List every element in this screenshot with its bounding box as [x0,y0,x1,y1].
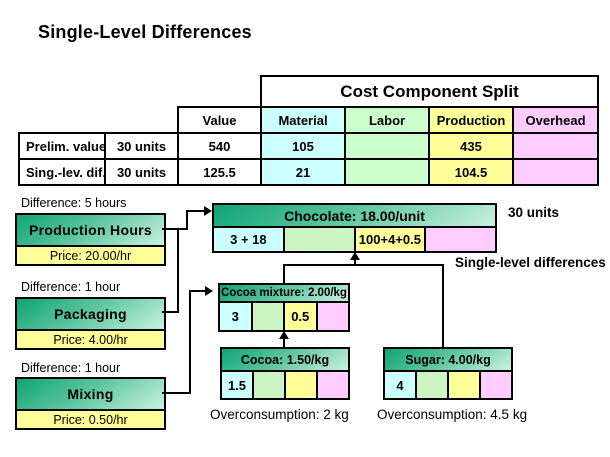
activity-box-mixing: Mixing Price: 0.50/hr [15,377,166,430]
cocoa-box: Cocoa: 1.50/kg 1.5 [220,347,350,400]
connector-chocolate-stem-v [354,259,356,266]
arrow-right-chocolate-icon [204,206,212,216]
cost-component-split-header: Cost Component Split [260,75,600,108]
chocolate-overhead-cell [426,228,495,251]
production-cell: 104.5 [428,158,515,186]
cocoa-mixture-labor-cell [252,303,285,330]
arrow-up-chocolate-icon [350,252,360,260]
labor-cell [344,158,431,186]
connector-cocoa-stem-v [283,339,285,348]
row-label: Sing.-lev. dif. [18,158,106,186]
sugar-production-cell [449,372,481,398]
connector-production-hours-v [186,210,188,230]
cocoa-overhead-cell [318,372,348,398]
table-row-single-level-dif: Sing.-lev. dif. 30 units 125.5 21 104.5 [18,158,600,186]
column-header-production: Production [428,106,515,134]
difference-label-mixing: Difference: 1 hour [21,361,121,375]
activity-box-packaging: Packaging Price: 4.00/hr [15,297,166,350]
value-cell: 540 [176,132,263,160]
material-cell: 105 [260,132,347,160]
arrow-right-cocoa-mixture-icon [205,286,213,296]
table-spacer [19,107,178,133]
activity-price: Price: 4.00/hr [17,331,164,348]
connector-bus-h [283,264,444,266]
cocoa-overconsumption-note: Overconsumption: 2 kg [210,407,349,422]
activity-price: Price: 0.50/hr [17,411,164,428]
connector-packaging-h [162,311,179,313]
cocoa-mixture-overhead-cell [317,303,348,330]
table-row-prelim-value: Prelim. value 30 units 540 105 435 [18,132,600,160]
labor-cell [344,132,431,160]
arrow-up-cocoa-mixture-icon [279,331,289,339]
sugar-box: Sugar: 4.00/kg 4 [383,347,513,400]
activity-box-production-hours: Production Hours Price: 20.00/hr [15,213,166,266]
chocolate-production-cell: 100+4+0.5 [355,228,427,251]
difference-label-packaging: Difference: 1 hour [21,280,121,294]
cocoa-mixture-material-cell: 3 [220,303,253,330]
connector-to-cocoa-mixture-h [189,290,206,292]
cost-component-table: Cost Component Split Value Material Labo… [18,75,600,186]
column-header-value: Value [176,106,263,134]
chocolate-material-cell: 3 + 18 [214,228,285,251]
cocoa-material-cell: 1.5 [222,372,254,398]
cocoa-title: Cocoa: 1.50/kg [222,349,348,372]
cocoa-mixture-production-cell: 0.5 [285,303,318,330]
page-title: Single-Level Differences [38,22,252,42]
connector-to-chocolate-h [186,210,205,212]
sugar-title: Sugar: 4.00/kg [385,349,511,372]
overhead-cell [512,132,600,160]
activity-price: Price: 20.00/hr [17,247,164,264]
chocolate-qty-note: 30 units [508,205,560,220]
row-label: Prelim. value [18,132,106,160]
column-header-labor: Labor [344,106,431,134]
cocoa-mixture-title: Cocoa mixture: 2.00/kg [220,285,348,303]
sugar-overconsumption-note: Overconsumption: 4.5 kg [377,407,528,422]
table-spacer [19,76,261,107]
connector-packaging-v [177,228,179,313]
sugar-labor-cell [417,372,449,398]
sugar-material-cell: 4 [385,372,417,398]
production-cell: 435 [428,132,515,160]
chocolate-title: Chocolate: 18.00/unit [214,205,495,228]
cocoa-mixture-box: Cocoa mixture: 2.00/kg 3 0.5 [218,283,350,332]
connector-cocoa-mixture-up-v [283,264,285,284]
chocolate-labor-cell [284,228,356,251]
value-cell: 125.5 [176,158,263,186]
connector-production-hours-h [162,228,188,230]
column-header-material: Material [260,106,347,134]
material-cell: 21 [260,158,347,186]
chocolate-box: Chocolate: 18.00/unit 3 + 18 100+4+0.5 [212,203,497,253]
sugar-overhead-cell [481,372,511,398]
connector-sugar-v [442,264,444,348]
row-qty: 30 units [104,158,179,186]
overhead-cell [512,158,600,186]
activity-name: Mixing [17,379,164,411]
connector-mixing-v [189,290,191,394]
cocoa-labor-cell [254,372,286,398]
activity-name: Production Hours [17,215,164,247]
connector-mixing-h [162,392,191,394]
activity-name: Packaging [17,299,164,331]
difference-label-production-hours: Difference: 5 hours [21,196,127,210]
cocoa-production-cell [286,372,318,398]
single-level-differences-label: Single-level differences [455,255,606,270]
row-qty: 30 units [104,132,179,160]
column-header-overhead: Overhead [512,106,600,134]
